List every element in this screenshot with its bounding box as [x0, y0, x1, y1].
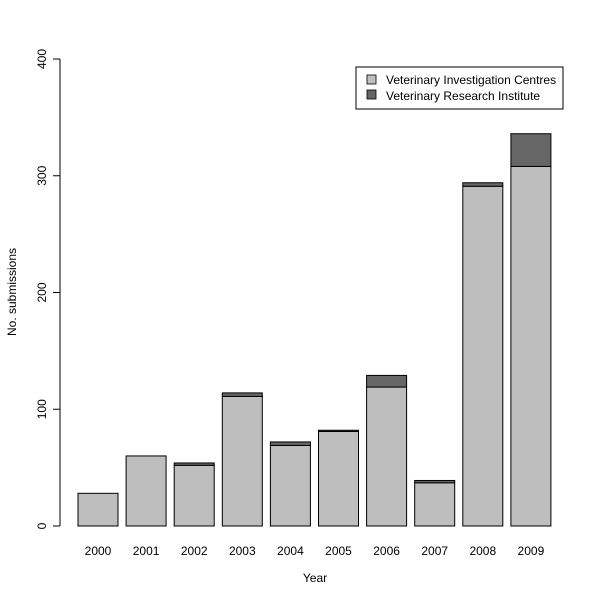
bar-vic — [510, 165, 552, 527]
bar-vri — [173, 462, 215, 466]
bar-vri — [462, 182, 504, 187]
x-tick-label: 2005 — [325, 544, 352, 558]
y-tick-label: 200 — [35, 282, 49, 302]
x-tick-label: 2001 — [133, 544, 160, 558]
bar-vri — [414, 479, 456, 484]
legend-label-vic: Veterinary Investigation Centres — [386, 73, 556, 87]
x-tick-label: 2003 — [229, 544, 256, 558]
x-axis-title: Year — [303, 571, 327, 585]
x-tick-label: 2009 — [518, 544, 545, 558]
bar-vic — [221, 395, 263, 527]
y-axis-title: No. submissions — [5, 248, 19, 336]
bar-vic — [318, 430, 359, 527]
bar-vic — [462, 185, 504, 527]
bar-vic — [414, 482, 456, 527]
legend-swatch-vri — [366, 89, 377, 100]
legend-swatch-vic — [366, 74, 377, 85]
y-tick-label: 400 — [35, 49, 49, 69]
bar-vic — [366, 386, 408, 527]
x-tick-labels: 2000 2001 2002 2003 2004 2005 2006 2007 2008 2009 — [85, 544, 545, 558]
bar-vri — [269, 441, 311, 446]
y-tick-label: 100 — [35, 399, 49, 419]
y-axis: 0 100 200 300 400 — [35, 49, 61, 529]
bar-vic — [173, 464, 215, 527]
bar-vri — [221, 392, 263, 397]
legend-box — [355, 66, 564, 110]
y-tick-label: 0 — [35, 522, 49, 529]
y-tick-label: 300 — [35, 165, 49, 185]
bar-vic — [125, 455, 167, 527]
bar-vic — [269, 444, 311, 527]
legend: Veterinary Investigation Centres Veterin… — [355, 66, 564, 110]
bars-group — [77, 133, 552, 527]
x-tick-label: 2006 — [373, 544, 400, 558]
legend-label-vri: Veterinary Research Institute — [386, 89, 540, 103]
x-tick-label: 2008 — [469, 544, 496, 558]
x-tick-label: 2002 — [181, 544, 208, 558]
bar-vri — [510, 133, 552, 167]
x-tick-label: 2004 — [277, 544, 304, 558]
bar-vic — [77, 492, 119, 527]
x-tick-label: 2007 — [421, 544, 448, 558]
x-tick-label: 2000 — [85, 544, 112, 558]
bar-vri — [366, 374, 408, 388]
bar-vri — [318, 429, 359, 432]
